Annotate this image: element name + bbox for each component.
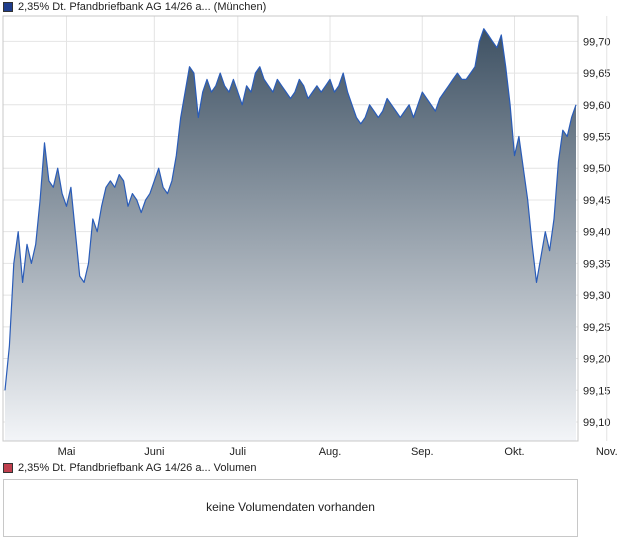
price-legend: 2,35% Dt. Pfandbriefbank AG 14/26 a... (…: [3, 0, 266, 14]
y-tick-label: 99,45: [583, 195, 611, 207]
no-volume-message: keine Volumendaten vorhanden: [206, 500, 375, 514]
y-tick-label: 99,10: [583, 417, 611, 429]
x-tick-label: Juli: [230, 446, 247, 458]
y-tick-label: 99,50: [583, 163, 611, 175]
y-tick-label: 99,40: [583, 227, 611, 239]
x-tick-label: Nov.: [596, 446, 618, 458]
y-tick-label: 99,15: [583, 385, 611, 397]
y-tick-label: 99,60: [583, 100, 611, 112]
y-tick-label: 99,20: [583, 354, 611, 366]
y-tick-label: 99,55: [583, 132, 611, 144]
y-tick-label: 99,70: [583, 36, 611, 48]
x-tick-label: Juni: [144, 446, 164, 458]
price-area: [5, 28, 576, 441]
volume-legend: 2,35% Dt. Pfandbriefbank AG 14/26 a... V…: [3, 461, 257, 475]
volume-panel: keine Volumendaten vorhanden: [3, 479, 578, 537]
x-tick-label: Aug.: [319, 446, 342, 458]
price-legend-swatch: [3, 2, 13, 12]
x-tick-label: Sep.: [411, 446, 434, 458]
volume-legend-swatch: [3, 463, 13, 473]
x-tick-label: Okt.: [504, 446, 524, 458]
y-tick-label: 99,35: [583, 258, 611, 270]
y-tick-label: 99,65: [583, 68, 611, 80]
volume-legend-label: 2,35% Dt. Pfandbriefbank AG 14/26 a... V…: [18, 462, 257, 474]
y-tick-label: 99,25: [583, 322, 611, 334]
price-legend-label: 2,35% Dt. Pfandbriefbank AG 14/26 a... (…: [18, 1, 267, 13]
y-tick-label: 99,30: [583, 290, 611, 302]
price-line: [4, 28, 577, 391]
price-chart: 99,10 99,15 99,20 99,25 99,30 99,35 99,40 99,45…: [2, 15, 618, 458]
plot-border: [2, 15, 579, 442]
x-tick-label: Mai: [58, 446, 76, 458]
